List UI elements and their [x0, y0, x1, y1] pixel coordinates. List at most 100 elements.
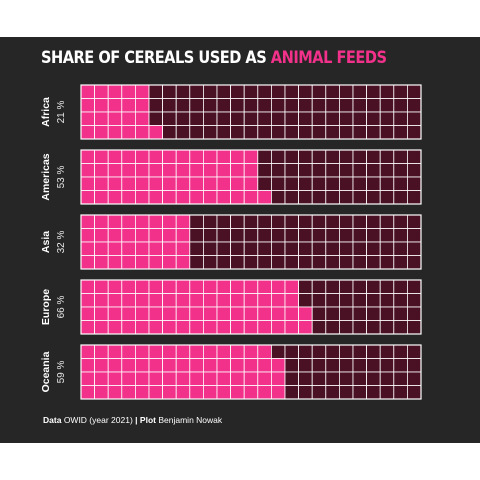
waffle-cell-filled — [189, 344, 204, 359]
waffle-cell-empty — [352, 176, 368, 191]
waffle-cell-empty — [379, 176, 395, 191]
waffle-cell-filled — [80, 98, 96, 113]
waffle-cell-empty — [406, 371, 422, 386]
waffle-cell-empty — [366, 111, 381, 126]
waffle-cell-empty — [298, 84, 313, 99]
waffle-cell-filled — [284, 320, 300, 335]
waffle-cell-empty — [162, 98, 177, 113]
waffle-cell-empty — [379, 279, 395, 294]
waffle-cell-filled — [107, 255, 123, 270]
waffle-cell-filled — [134, 371, 150, 386]
waffle-cell-filled — [230, 190, 245, 205]
waffle-cell-empty — [366, 358, 381, 373]
waffle-cell-empty — [366, 228, 381, 243]
waffle-cell-empty — [366, 293, 381, 308]
waffle-cell-filled — [189, 306, 204, 321]
waffle-cell-filled — [202, 306, 218, 321]
waffle-cell-empty — [338, 255, 354, 270]
row-label-asia: Asia — [40, 231, 52, 253]
waffle-cell-empty — [257, 125, 272, 140]
waffle-cell-empty — [284, 358, 300, 373]
waffle-cell-empty — [406, 344, 422, 359]
waffle-cell-filled — [121, 358, 136, 373]
waffle-cell-filled — [94, 371, 109, 386]
waffle-cell-filled — [94, 385, 109, 400]
waffle-cell-empty — [406, 385, 422, 400]
waffle-cell-filled — [230, 320, 245, 335]
waffle-cell-filled — [94, 279, 109, 294]
waffle-cell-empty — [243, 125, 259, 140]
waffle-cell-empty — [175, 111, 191, 126]
waffle-cell-empty — [406, 125, 422, 140]
waffle-cell-filled — [230, 279, 245, 294]
waffle-cell-empty — [366, 306, 381, 321]
waffle-cell-filled — [175, 149, 191, 164]
waffle-cell-empty — [189, 111, 204, 126]
waffle-cell-filled — [270, 306, 286, 321]
waffle-cell-filled — [270, 320, 286, 335]
waffle-cell-filled — [162, 214, 177, 229]
waffle-cell-filled — [107, 228, 123, 243]
waffle-cell-filled — [162, 371, 177, 386]
waffle-cell-filled — [216, 176, 232, 191]
waffle-cell-filled — [162, 279, 177, 294]
waffle-cell-empty — [379, 214, 395, 229]
waffle-cell-empty — [311, 163, 327, 178]
waffle-cell-empty — [298, 279, 313, 294]
waffle-cell-filled — [216, 190, 232, 205]
waffle-cell-filled — [216, 163, 232, 178]
waffle-cell-empty — [366, 279, 381, 294]
waffle-cell-filled — [148, 293, 164, 308]
waffle-cell-empty — [393, 279, 408, 294]
waffle-cell-filled — [107, 344, 123, 359]
waffle-cell-filled — [175, 371, 191, 386]
waffle-cell-empty — [284, 214, 300, 229]
waffle-cell-filled — [94, 163, 109, 178]
waffle-cell-empty — [298, 228, 313, 243]
waffle-cell-filled — [121, 149, 136, 164]
waffle-cell-filled — [162, 306, 177, 321]
waffle-cell-empty — [270, 111, 286, 126]
waffle-cell-empty — [284, 385, 300, 400]
waffle-cell-empty — [352, 320, 368, 335]
waffle-cell-filled — [257, 190, 272, 205]
waffle-cell-empty — [284, 111, 300, 126]
waffle-cell-empty — [325, 176, 340, 191]
waffle-cell-empty — [230, 111, 245, 126]
waffle-cell-filled — [162, 228, 177, 243]
waffle-cell-filled — [80, 214, 96, 229]
waffle-cell-empty — [393, 149, 408, 164]
waffle-cell-empty — [352, 293, 368, 308]
waffle-cell-empty — [257, 255, 272, 270]
waffle-cell-empty — [230, 214, 245, 229]
waffle-cell-filled — [107, 358, 123, 373]
waffle-cell-filled — [80, 190, 96, 205]
waffle-cell-filled — [162, 344, 177, 359]
waffle-cell-empty — [393, 98, 408, 113]
waffle-cell-empty — [338, 371, 354, 386]
waffle-cell-filled — [148, 214, 164, 229]
waffle-cell-filled — [80, 320, 96, 335]
waffle-cell-empty — [311, 149, 327, 164]
waffle-cell-filled — [230, 176, 245, 191]
waffle-cell-empty — [352, 371, 368, 386]
caption-plot-label: Plot — [139, 415, 156, 425]
waffle-cell-empty — [311, 111, 327, 126]
waffle-cell-filled — [216, 358, 232, 373]
waffle-cell-empty — [243, 255, 259, 270]
waffle-cell-empty — [406, 279, 422, 294]
waffle-cell-filled — [148, 125, 164, 140]
waffle-cell-empty — [338, 149, 354, 164]
waffle-cell-empty — [298, 293, 313, 308]
waffle-cell-empty — [393, 320, 408, 335]
row-value-americas: 53 % — [56, 165, 67, 188]
waffle-cell-empty — [379, 320, 395, 335]
waffle-cell-empty — [270, 84, 286, 99]
waffle-cell-empty — [284, 371, 300, 386]
waffle-cell-empty — [406, 306, 422, 321]
waffle-row-americas — [80, 149, 422, 205]
waffle-cell-empty — [270, 255, 286, 270]
waffle-cell-empty — [270, 176, 286, 191]
waffle-cell-filled — [148, 163, 164, 178]
waffle-cell-filled — [162, 320, 177, 335]
